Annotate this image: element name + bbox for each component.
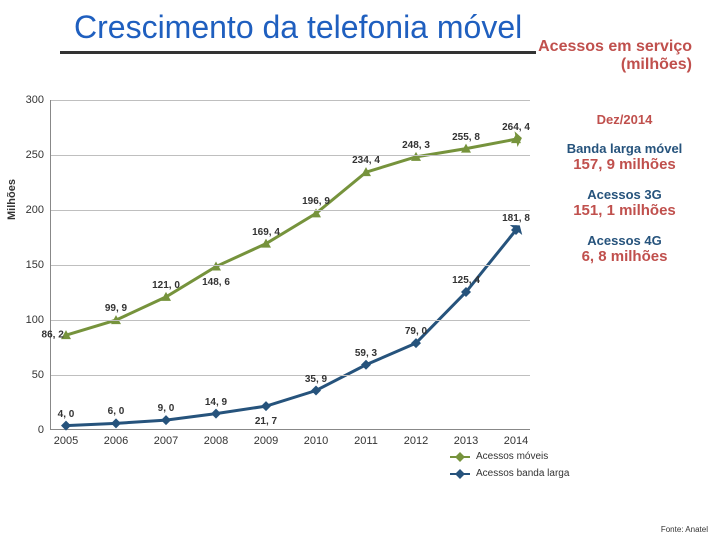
grid-line — [51, 265, 530, 266]
legend-label: Acessos banda larga — [476, 468, 569, 479]
grid-line — [51, 210, 530, 211]
side-panel: Dez/2014 Banda larga móvel157, 9 milhões A… — [547, 112, 702, 279]
data-label: 181, 8 — [502, 213, 530, 224]
data-label: 4, 0 — [58, 409, 75, 420]
legend-item: Acessos banda larga — [450, 468, 569, 479]
ytick: 250 — [26, 149, 44, 161]
data-label: 148, 6 — [202, 277, 230, 288]
xtick: 2006 — [104, 435, 128, 447]
data-label: 14, 9 — [205, 397, 227, 408]
side-item: Dez/2014 — [547, 112, 702, 127]
data-label: 35, 9 — [305, 374, 327, 385]
side-item-label: Banda larga móvel — [547, 141, 702, 156]
legend-label: Acessos móveis — [476, 451, 548, 462]
legend-marker — [450, 473, 470, 475]
yaxis-label: Milhões — [6, 179, 18, 220]
ytick: 0 — [38, 424, 44, 436]
data-label: 21, 7 — [255, 416, 277, 427]
ytick: 100 — [26, 314, 44, 326]
xtick: 2007 — [154, 435, 178, 447]
side-item: Banda larga móvel157, 9 milhões — [547, 141, 702, 173]
xtick: 2010 — [304, 435, 328, 447]
data-label: 6, 0 — [108, 406, 125, 417]
ytick: 50 — [32, 369, 44, 381]
source-text: Fonte: Anatel — [661, 525, 708, 534]
xtick: 2005 — [54, 435, 78, 447]
side-item-label: Dez/2014 — [547, 112, 702, 127]
subtitle-line1: Acessos em serviço — [538, 38, 692, 56]
grid-line — [51, 320, 530, 321]
grid-line — [51, 100, 530, 101]
data-label: 79, 0 — [405, 326, 427, 337]
grid-line — [51, 375, 530, 376]
data-label: 196, 9 — [302, 196, 330, 207]
ytick: 200 — [26, 204, 44, 216]
side-item-value: 6, 8 milhões — [547, 248, 702, 265]
side-item-label: Acessos 3G — [547, 187, 702, 202]
data-label: 121, 0 — [152, 280, 180, 291]
legend-item: Acessos móveis — [450, 451, 569, 462]
chart: 0501001502002503002005200620072008200920… — [50, 100, 530, 460]
xtick: 2011 — [354, 435, 378, 447]
data-label: 99, 9 — [105, 303, 127, 314]
legend-marker — [450, 456, 470, 458]
data-label: 169, 4 — [252, 227, 280, 238]
data-label: 9, 0 — [158, 403, 175, 414]
grid-line — [51, 155, 530, 156]
xtick: 2009 — [254, 435, 278, 447]
data-label: 59, 3 — [355, 348, 377, 359]
xtick: 2008 — [204, 435, 228, 447]
legend: Acessos móveis Acessos banda larga — [450, 445, 569, 485]
plot-area: 0501001502002503002005200620072008200920… — [50, 100, 530, 430]
data-label: 125, 4 — [452, 275, 480, 286]
ytick: 150 — [26, 259, 44, 271]
data-label: 86, 2 — [42, 330, 64, 341]
data-label: 255, 8 — [452, 132, 480, 143]
side-item-label: Acessos 4G — [547, 233, 702, 248]
side-item-value: 151, 1 milhões — [547, 202, 702, 219]
data-label: 234, 4 — [352, 155, 380, 166]
data-label: 248, 3 — [402, 140, 430, 151]
subtitle: Acessos em serviço (milhões) — [538, 38, 692, 74]
title-block: Crescimento da telefonia móvel — [60, 8, 536, 54]
subtitle-line2: (milhões) — [538, 56, 692, 74]
data-label: 264, 4 — [502, 122, 530, 133]
side-item: Acessos 3G151, 1 milhões — [547, 187, 702, 219]
side-item-value: 157, 9 milhões — [547, 156, 702, 173]
page-title: Crescimento da telefonia móvel — [74, 10, 522, 45]
side-item: Acessos 4G6, 8 milhões — [547, 233, 702, 265]
ytick: 300 — [26, 94, 44, 106]
xtick: 2012 — [404, 435, 428, 447]
